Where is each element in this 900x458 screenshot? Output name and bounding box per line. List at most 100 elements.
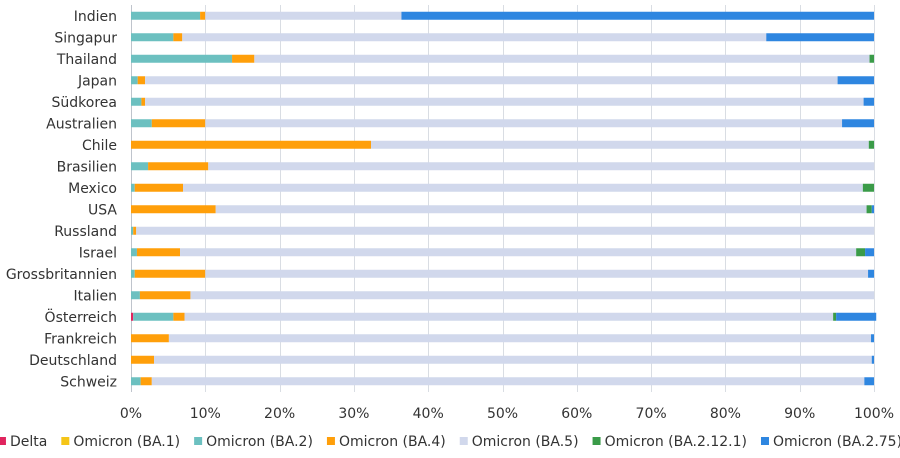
bar-segment	[131, 33, 174, 42]
legend: Delta Omicron (BA.1) Omicron (BA.2) Omicron…	[0, 434, 900, 450]
legend-label: Omicron (BA.2.75)	[773, 434, 900, 450]
legend-label: Omicron (BA.4)	[339, 434, 446, 450]
legend-label: Omicron (BA.5)	[472, 434, 579, 450]
grid-lines	[131, 5, 875, 392]
x-tick-label: 30%	[338, 406, 369, 422]
legend-label: Omicron (BA.2)	[206, 434, 313, 450]
bar-segment	[182, 33, 767, 42]
legend-swatch	[0, 437, 6, 445]
category-label: Singapur	[54, 30, 117, 46]
x-tick-label: 50%	[487, 406, 518, 422]
bar-segment	[173, 33, 183, 42]
category-label: Australien	[46, 116, 117, 132]
bar-segment	[131, 205, 216, 214]
category-label: Frankreich	[44, 331, 117, 347]
legend-label: Omicron (BA.2.12.1)	[605, 434, 747, 450]
bar-segment	[868, 140, 874, 149]
bar-segment	[131, 97, 142, 106]
bar-segment	[863, 97, 874, 106]
x-tick-label: 100%	[854, 406, 894, 422]
legend-label: Delta	[10, 434, 47, 450]
bar-segment	[766, 33, 874, 42]
category-label: Italien	[74, 288, 117, 304]
bar-segment	[871, 205, 874, 214]
bar-segment	[151, 119, 206, 128]
category-label: Deutschland	[29, 353, 117, 369]
bar-segment	[180, 248, 857, 257]
bar-segment	[190, 291, 874, 300]
legend-swatch	[194, 437, 203, 445]
bar-segment	[865, 248, 874, 257]
bar-segment	[151, 377, 865, 386]
bar-segment	[131, 355, 155, 364]
x-tick-label: 80%	[710, 406, 741, 422]
bar-segment	[136, 226, 875, 235]
category-label: Thailand	[56, 52, 117, 68]
legend-swatch	[326, 437, 335, 445]
bar-segment	[131, 377, 141, 386]
bar-segment	[131, 183, 135, 192]
legend-swatch	[459, 437, 468, 445]
bar-segment	[833, 312, 837, 321]
bar-segment	[131, 140, 371, 149]
bar-segment	[205, 119, 843, 128]
bar-segment	[200, 11, 206, 20]
category-label: Österreich	[45, 308, 117, 326]
bar-segment	[168, 334, 872, 343]
bar-segment	[837, 76, 874, 85]
bar-segment	[145, 97, 864, 106]
bar-segment	[140, 377, 152, 386]
bar-segment	[141, 97, 146, 106]
bar-segment	[133, 312, 174, 321]
legend-swatch	[61, 437, 70, 445]
bar-segment	[148, 162, 209, 171]
bar-segment	[232, 54, 255, 63]
x-tick-label: 40%	[413, 406, 444, 422]
bar-segment	[871, 334, 874, 343]
category-label: Chile	[82, 138, 117, 154]
bar-segment	[205, 11, 402, 20]
x-tick-label: 10%	[190, 406, 221, 422]
x-tick-labels: 0% 10% 20% 30% 40% 50% 60% 70% 80% 90% 100%	[120, 406, 894, 422]
x-tick-label: 20%	[264, 406, 295, 422]
bar-segment	[133, 226, 137, 235]
bar-segment	[254, 54, 870, 63]
bar-segment	[131, 119, 152, 128]
category-label: Mexico	[68, 181, 117, 197]
category-label: Südkorea	[52, 95, 117, 111]
category-label: Indien	[74, 9, 117, 25]
bar-segment	[401, 11, 874, 20]
bar-segment	[370, 140, 869, 149]
legend-swatch	[592, 437, 601, 445]
bar-segment	[842, 119, 874, 128]
bar-segment	[869, 54, 874, 63]
x-tick-label: 90%	[784, 406, 815, 422]
category-label: Brasilien	[57, 159, 117, 175]
bar-segment	[173, 312, 185, 321]
category-label: USA	[88, 202, 117, 218]
bar-segment	[131, 54, 233, 63]
legend-swatch	[760, 437, 769, 445]
bar-segment	[134, 269, 206, 278]
bar-segment	[868, 269, 874, 278]
bar-segment	[864, 377, 874, 386]
category-label: Japan	[77, 73, 117, 89]
bar-segment	[183, 183, 863, 192]
category-label: Israel	[79, 245, 117, 261]
category-label: Schweiz	[60, 374, 117, 390]
bar-segment	[139, 291, 191, 300]
bar-segment	[205, 269, 869, 278]
bar-segment	[154, 355, 872, 364]
bar-segment	[134, 183, 184, 192]
x-tick-label: 0%	[120, 406, 142, 422]
bar-segment	[184, 312, 834, 321]
bar-segment	[131, 11, 201, 20]
bar-segment	[131, 76, 138, 85]
bar-segment	[862, 183, 874, 192]
bar-segment	[145, 76, 838, 85]
bar-segment	[836, 312, 877, 321]
bar-segment	[137, 76, 146, 85]
category-label: Russland	[54, 224, 117, 240]
bar-segment	[131, 226, 134, 235]
